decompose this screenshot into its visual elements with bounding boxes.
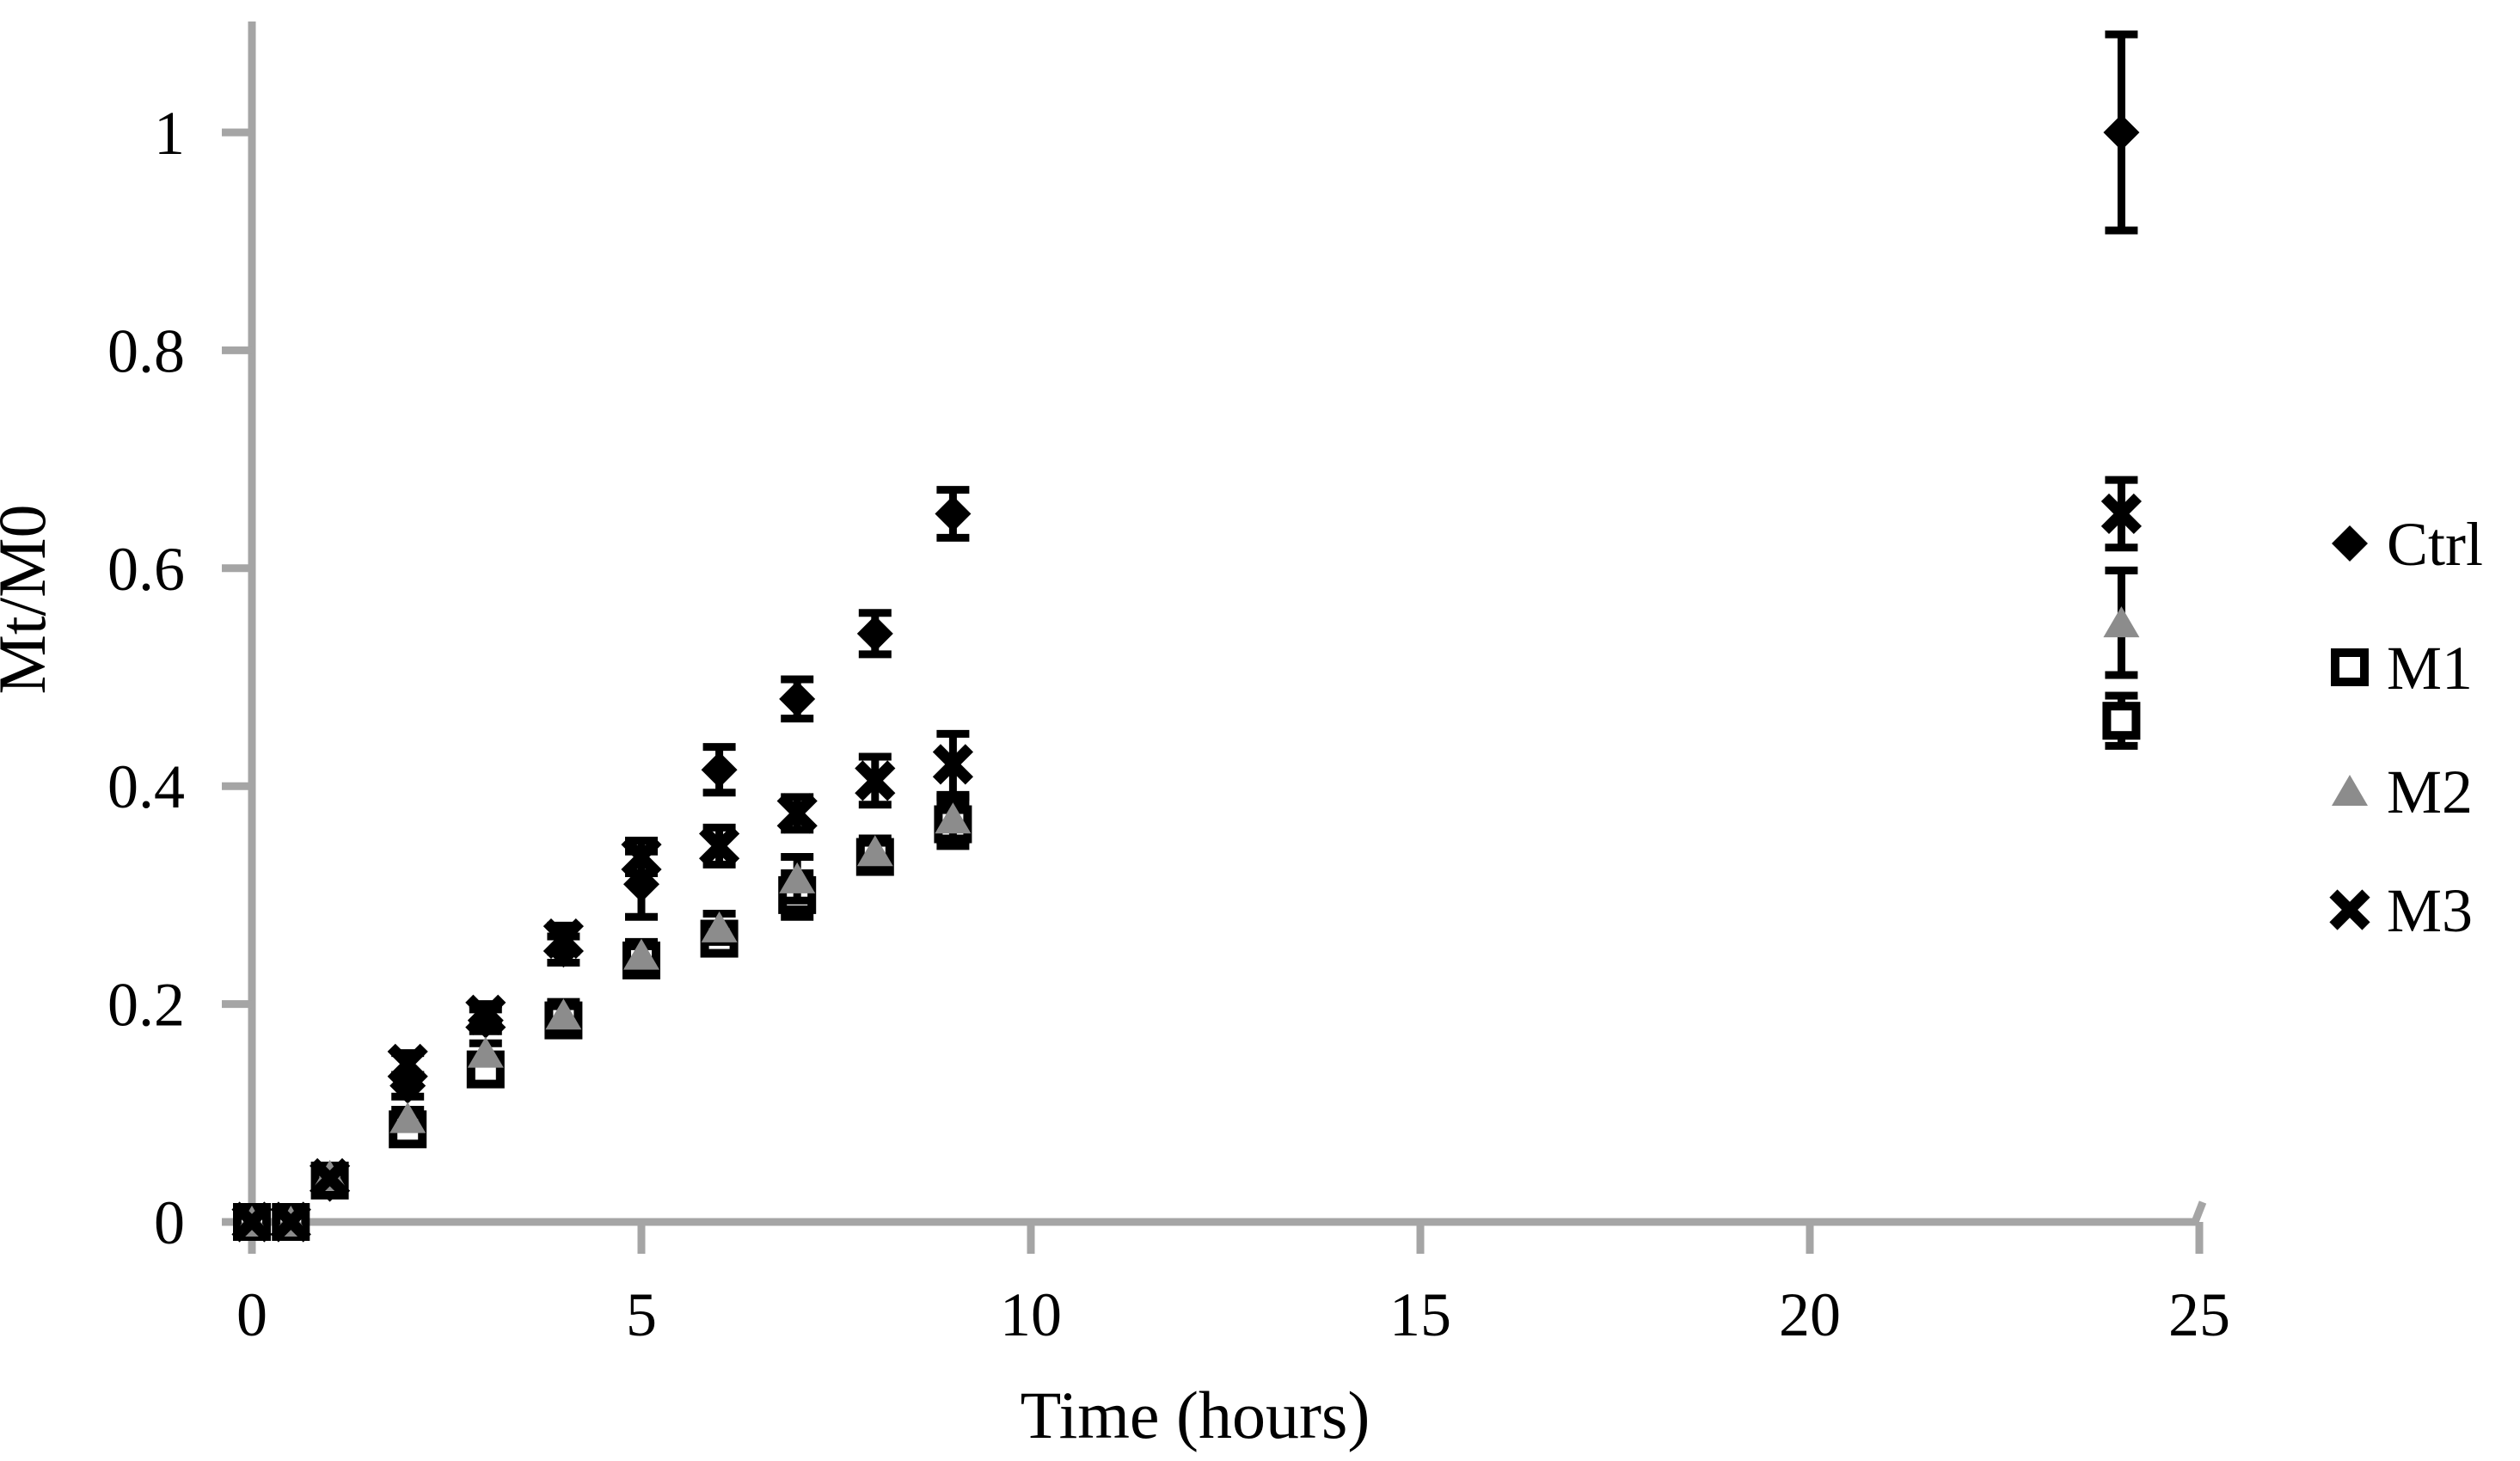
data-point-M3-0.5h bbox=[270, 1201, 311, 1243]
series-M1 bbox=[233, 691, 2141, 1241]
x-tick-label-25: 25 bbox=[2168, 1280, 2230, 1349]
x-tick-label-10: 10 bbox=[1000, 1280, 1062, 1349]
x-tick-label-0: 0 bbox=[236, 1280, 267, 1349]
data-point-M3-0h bbox=[231, 1201, 273, 1243]
legend-marker-M3 bbox=[2329, 889, 2370, 930]
data-point-M3-7h bbox=[776, 793, 818, 834]
data-point-Ctrl-24h bbox=[2103, 114, 2140, 150]
legend-marker-Ctrl bbox=[2332, 525, 2368, 562]
x-tick-label-5: 5 bbox=[626, 1280, 657, 1349]
data-point-Ctrl-7h bbox=[779, 680, 816, 717]
data-point-M3-2h bbox=[387, 1043, 428, 1084]
data-point-Ctrl-6h bbox=[701, 752, 738, 789]
legend-item-M2: M2 bbox=[2332, 758, 2473, 826]
series-M2 bbox=[234, 566, 2140, 1237]
data-point-M2-7h bbox=[779, 862, 816, 893]
legend-item-M1: M1 bbox=[2331, 634, 2473, 703]
data-point-M3-6h bbox=[699, 826, 740, 867]
legend-item-M3: M3 bbox=[2329, 876, 2473, 945]
data-point-M3-9h bbox=[932, 744, 973, 785]
x-tick-label-15: 15 bbox=[1389, 1280, 1451, 1349]
axes bbox=[227, 21, 2207, 1252]
data-point-M1-24h bbox=[2102, 702, 2141, 740]
series-M3 bbox=[231, 476, 2142, 1243]
y-tick-label-1: 1 bbox=[154, 99, 185, 168]
data-point-M2-2h bbox=[389, 1102, 426, 1133]
data-point-M2-5h bbox=[623, 938, 659, 970]
data-point-M3-3h bbox=[465, 994, 506, 1035]
y-tick-label-0.4: 0.4 bbox=[107, 752, 185, 821]
data-point-M3-1h bbox=[310, 1157, 351, 1199]
data-point-M2-3h bbox=[467, 1036, 504, 1068]
legend-label-M1: M1 bbox=[2387, 634, 2473, 703]
data-point-M2-6h bbox=[701, 911, 738, 942]
tick-marks bbox=[222, 128, 2204, 1254]
legend-label-M3: M3 bbox=[2387, 876, 2473, 945]
data-point-M3-24h bbox=[2100, 493, 2142, 535]
data-point-M3-4h bbox=[543, 918, 584, 960]
series-Ctrl bbox=[234, 30, 2140, 1240]
x-tick-label-20: 20 bbox=[1779, 1280, 1841, 1349]
data-point-M2-9h bbox=[935, 802, 972, 834]
y-tick-label-0.6: 0.6 bbox=[107, 535, 185, 604]
tick-labels: 0 5 10 15 20 25 0 0.2 0.4 0.6 0.8 1 bbox=[107, 99, 2230, 1349]
legend: Ctrl M1 M2 M3 bbox=[2329, 510, 2483, 945]
legend-marker-M1 bbox=[2331, 648, 2369, 686]
data-point-M2-8h bbox=[856, 835, 893, 867]
y-tick-label-0.2: 0.2 bbox=[107, 971, 185, 1040]
data-point-Ctrl-8h bbox=[856, 615, 893, 652]
legend-label-Ctrl: Ctrl bbox=[2387, 510, 2483, 579]
data-point-Ctrl-9h bbox=[935, 495, 972, 532]
x-axis-line bbox=[227, 1200, 2207, 1226]
y-tick-label-0: 0 bbox=[154, 1188, 185, 1257]
data-point-M2-24h bbox=[2103, 606, 2140, 638]
legend-label-M2: M2 bbox=[2387, 758, 2473, 826]
data-point-M2-4h bbox=[545, 998, 582, 1030]
data-series bbox=[231, 30, 2142, 1243]
data-point-M3-8h bbox=[855, 760, 896, 801]
y-tick-label-0.8: 0.8 bbox=[107, 316, 185, 385]
x-axis-title: Time (hours) bbox=[1021, 1378, 1370, 1452]
legend-marker-M2 bbox=[2332, 775, 2368, 806]
legend-item-Ctrl: Ctrl bbox=[2332, 510, 2483, 579]
y-axis-title: Mt/M0 bbox=[0, 504, 59, 694]
data-point-M3-5h bbox=[621, 836, 662, 878]
